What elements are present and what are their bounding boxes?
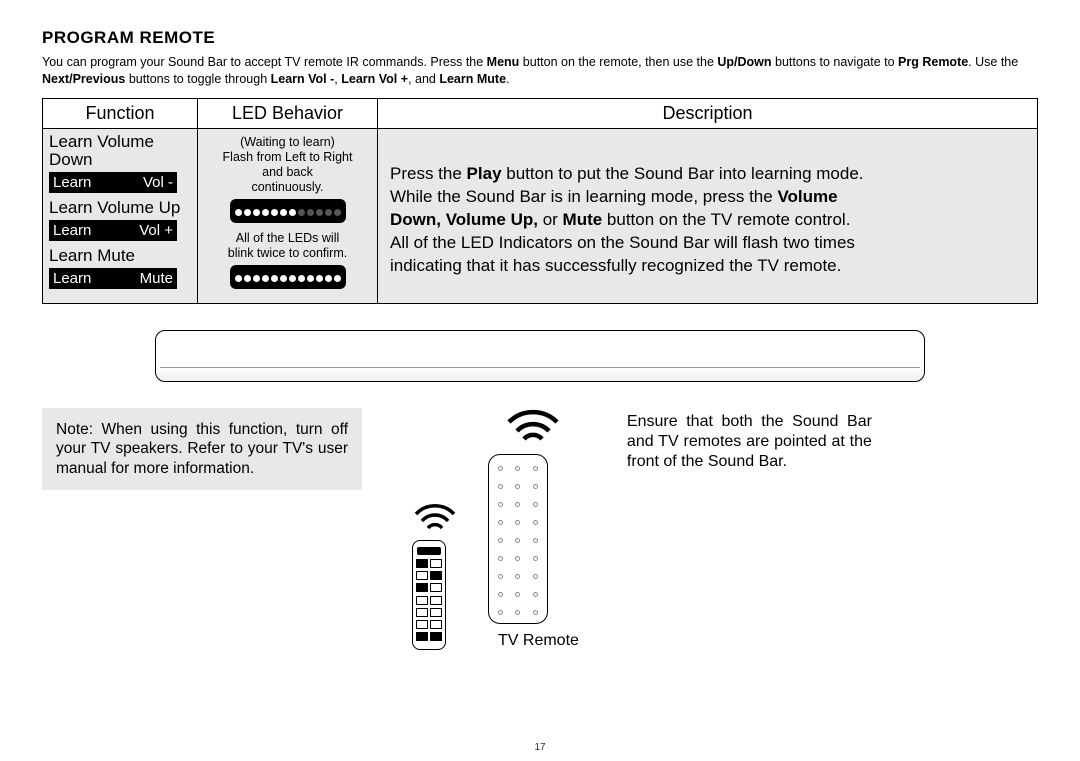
desc-bold: Volume: [777, 187, 837, 206]
badge-left: Learn: [53, 222, 91, 239]
intro-text: buttons to toggle through: [125, 72, 270, 86]
desc-bold: Mute: [563, 210, 603, 229]
intro-bold: Learn Vol +: [341, 72, 408, 86]
tv-remote-col: TV Remote: [488, 408, 579, 650]
tv-remote-icon: [488, 454, 548, 624]
intro-bold: Next/Previous: [42, 72, 125, 86]
intro-text: You can program your Sound Bar to accept…: [42, 55, 487, 69]
intro-bold: Learn Vol -: [271, 72, 335, 86]
led-text: All of the LEDs will: [202, 231, 373, 246]
remotes-illustration: TV Remote: [382, 408, 579, 650]
function-label: Learn Volume Up: [49, 199, 191, 218]
badge-left: Learn: [53, 270, 91, 287]
led-text: Flash from Left to Right: [202, 150, 373, 165]
note-box: Note: When using this function, turn off…: [42, 408, 362, 490]
desc-text: All of the LED Indicators on the Sound B…: [390, 233, 855, 252]
desc-text: button on the TV remote control.: [602, 210, 850, 229]
table-header-row: Function LED Behavior Description: [43, 98, 1038, 128]
led-text: blink twice to confirm.: [202, 246, 373, 261]
function-badge: Learn Vol -: [49, 172, 177, 193]
led-text: and back: [202, 165, 373, 180]
badge-right: Vol +: [139, 222, 173, 239]
ensure-text: Ensure that both the Sound Bar and TV re…: [627, 408, 872, 472]
soundbar-icon: [155, 330, 925, 382]
header-description: Description: [378, 98, 1038, 128]
led-text: (Waiting to learn): [202, 135, 373, 150]
header-function: Function: [43, 98, 198, 128]
badge-right: Mute: [140, 270, 173, 287]
program-remote-table: Function LED Behavior Description Learn …: [42, 98, 1038, 304]
soundbar-remote-icon: [412, 540, 446, 650]
intro-text: . Use the: [968, 55, 1018, 69]
tv-remote-label: TV Remote: [498, 632, 579, 650]
section-heading: PROGRAM REMOTE: [42, 28, 1038, 48]
badge-right: Vol -: [143, 174, 173, 191]
intro-bold: Up/Down: [717, 55, 771, 69]
desc-bold: Play: [467, 164, 502, 183]
soundbar-remote-col: [412, 502, 458, 650]
header-led: LED Behavior: [198, 98, 378, 128]
intro-text: .: [506, 72, 509, 86]
led-text: continuously.: [202, 180, 373, 195]
desc-text: indicating that it has successfully reco…: [390, 256, 841, 275]
description-cell: Press the Play button to put the Sound B…: [378, 128, 1038, 303]
signal-icon: [412, 502, 458, 534]
function-badge: Learn Mute: [49, 268, 177, 289]
intro-text: buttons to navigate to: [772, 55, 898, 69]
intro-text: , and: [408, 72, 439, 86]
signal-icon: [503, 408, 563, 448]
led-indicator-waiting: [230, 199, 346, 223]
intro-paragraph: You can program your Sound Bar to accept…: [42, 54, 1038, 88]
led-indicator-confirm: [230, 265, 346, 289]
desc-text: button to put the Sound Bar into learnin…: [502, 164, 864, 183]
intro-bold: Learn Mute: [439, 72, 506, 86]
desc-bold: Down, Volume Up,: [390, 210, 538, 229]
desc-text: or: [538, 210, 563, 229]
desc-text: Press the: [390, 164, 467, 183]
desc-text: While the Sound Bar is in learning mode,…: [390, 187, 777, 206]
function-badge: Learn Vol +: [49, 220, 177, 241]
badge-left: Learn: [53, 174, 91, 191]
function-label: Learn Volume Down: [49, 133, 191, 170]
led-cell: (Waiting to learn) Flash from Left to Ri…: [198, 128, 378, 303]
soundbar-illustration-wrap: [42, 330, 1038, 382]
page-number: 17: [0, 742, 1080, 753]
bottom-row: Note: When using this function, turn off…: [42, 408, 1038, 650]
intro-bold: Menu: [487, 55, 520, 69]
intro-bold: Prg Remote: [898, 55, 968, 69]
function-cell: Learn Volume Down Learn Vol - Learn Volum…: [43, 128, 198, 303]
function-label: Learn Mute: [49, 247, 191, 266]
table-body-row: Learn Volume Down Learn Vol - Learn Volum…: [43, 128, 1038, 303]
intro-text: button on the remote, then use the: [519, 55, 717, 69]
